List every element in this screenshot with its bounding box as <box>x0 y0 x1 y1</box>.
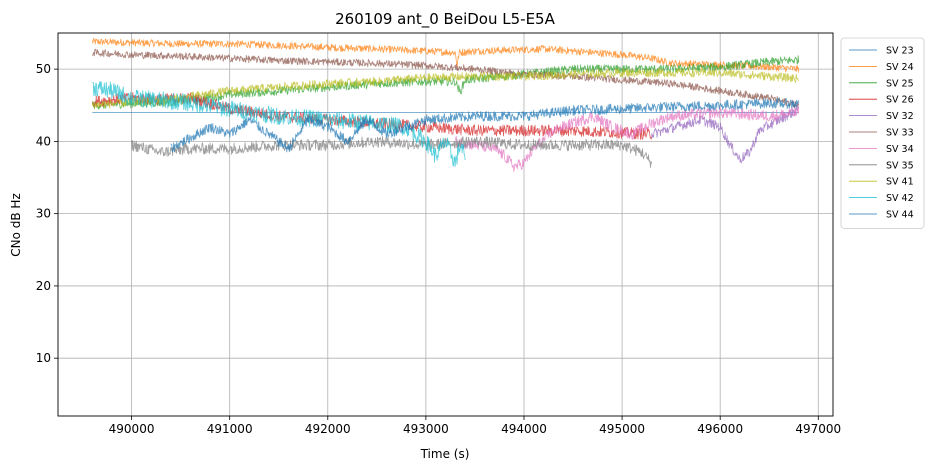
legend-label: SV 25 <box>886 78 914 89</box>
x-tick-label: 492000 <box>305 422 351 436</box>
chart-title: 260109 ant_0 BeiDou L5-E5A <box>335 10 555 29</box>
y-tick-label: 40 <box>36 134 51 148</box>
x-axis-label: Time (s) <box>420 447 470 461</box>
axis-ticks: 490000 491000 492000 493000 494000 495000 4960… <box>36 62 841 436</box>
plot-series <box>91 37 800 172</box>
x-tick-label: 497000 <box>795 422 841 436</box>
x-tick-label: 493000 <box>403 422 449 436</box>
legend-label: SV 34 <box>886 144 914 155</box>
y-tick-label: 50 <box>36 62 51 76</box>
x-tick-label: 494000 <box>501 422 547 436</box>
legend: SV 23 SV 24 SV 25 SV 26 SV 32 SV 33 SV 34 SV 35… <box>840 37 925 229</box>
x-tick-label: 495000 <box>599 422 645 436</box>
x-tick-label: 491000 <box>207 422 253 436</box>
legend-label: SV 35 <box>886 160 914 171</box>
legend-label: SV 26 <box>886 95 914 106</box>
legend-label: SV 24 <box>886 62 914 73</box>
legend-label: SV 32 <box>886 111 914 122</box>
legend-label: SV 33 <box>886 128 914 139</box>
legend-label: SV 44 <box>886 210 914 221</box>
y-tick-label: 10 <box>36 351 51 365</box>
series-line-sv-42 <box>92 81 466 168</box>
legend-label: SV 41 <box>886 177 914 188</box>
series-line-sv-24 <box>91 37 800 73</box>
series-line-sv-41 <box>91 68 799 109</box>
y-tick-label: 20 <box>36 279 51 293</box>
series-line-sv-33 <box>91 48 800 109</box>
y-tick-label: 30 <box>36 207 51 221</box>
legend-label: SV 23 <box>886 46 914 57</box>
x-tick-label: 490000 <box>109 422 155 436</box>
x-tick-label: 496000 <box>697 422 743 436</box>
series-line-sv-35 <box>131 135 652 168</box>
series-line-sv-34 <box>454 106 800 172</box>
legend-label: SV 42 <box>886 193 914 204</box>
legend-box <box>840 37 925 229</box>
series-line-sv-44 <box>170 98 800 153</box>
plot-frame <box>57 32 834 417</box>
series-line-sv-32 <box>651 104 800 164</box>
y-axis-label: CNo dB Hz <box>9 193 23 257</box>
